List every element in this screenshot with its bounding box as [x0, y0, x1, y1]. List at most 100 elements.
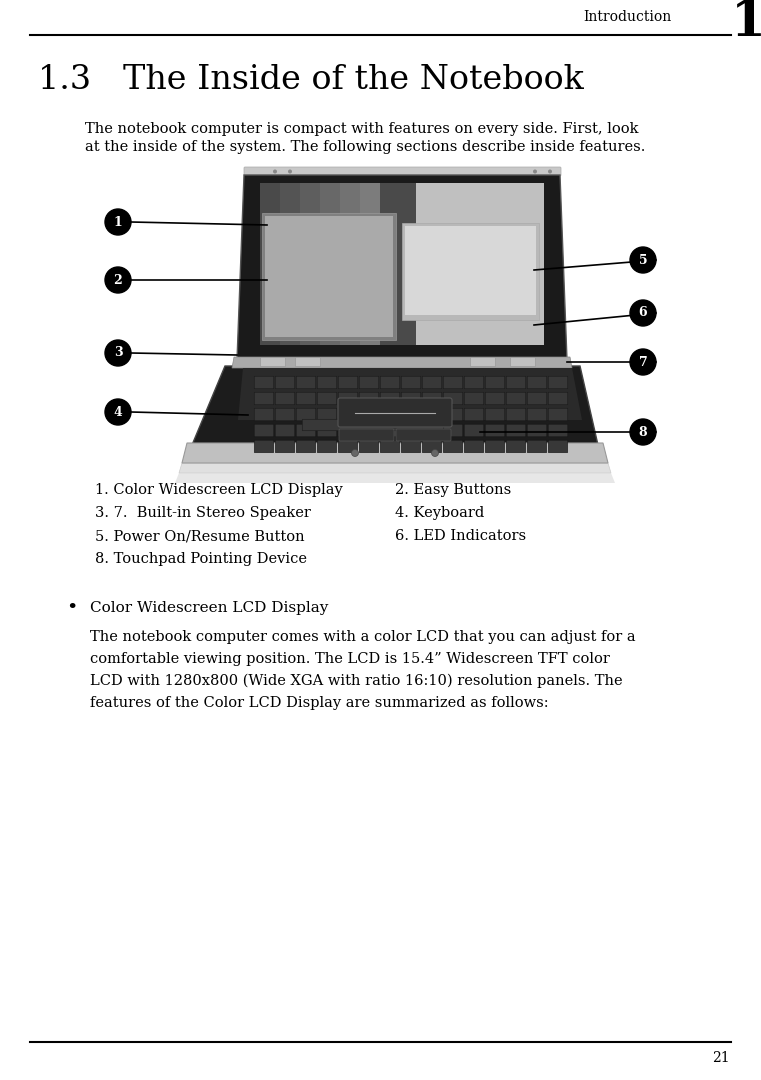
FancyBboxPatch shape — [254, 376, 274, 389]
Polygon shape — [192, 366, 598, 445]
FancyBboxPatch shape — [380, 408, 400, 421]
Text: LCD with 1280x800 (Wide XGA with ratio 16:10) resolution panels. The: LCD with 1280x800 (Wide XGA with ratio 1… — [90, 674, 622, 688]
FancyBboxPatch shape — [244, 167, 561, 176]
Text: 5. Power On/Resume Button: 5. Power On/Resume Button — [95, 529, 304, 543]
FancyBboxPatch shape — [296, 424, 316, 436]
Polygon shape — [232, 357, 572, 368]
FancyBboxPatch shape — [317, 408, 337, 421]
FancyBboxPatch shape — [548, 376, 568, 389]
FancyBboxPatch shape — [317, 392, 337, 405]
FancyBboxPatch shape — [443, 441, 463, 453]
FancyBboxPatch shape — [401, 408, 421, 421]
Polygon shape — [295, 357, 320, 366]
Circle shape — [105, 210, 131, 235]
FancyBboxPatch shape — [380, 392, 400, 405]
FancyBboxPatch shape — [422, 424, 442, 436]
Text: features of the Color LCD Display are summarized as follows:: features of the Color LCD Display are su… — [90, 696, 549, 710]
Text: 21: 21 — [712, 1051, 730, 1065]
Text: comfortable viewing position. The LCD is 15.4” Widescreen TFT color: comfortable viewing position. The LCD is… — [90, 652, 610, 666]
Text: The notebook computer is compact with features on every side. First, look: The notebook computer is compact with fe… — [85, 122, 638, 136]
Text: The notebook computer comes with a color LCD that you can adjust for a: The notebook computer comes with a color… — [90, 630, 635, 644]
Polygon shape — [402, 222, 539, 320]
FancyBboxPatch shape — [486, 408, 505, 421]
FancyBboxPatch shape — [396, 429, 451, 441]
FancyBboxPatch shape — [422, 392, 442, 405]
FancyBboxPatch shape — [548, 392, 568, 405]
FancyBboxPatch shape — [338, 376, 358, 389]
FancyBboxPatch shape — [338, 408, 358, 421]
Polygon shape — [510, 357, 535, 366]
Text: 1: 1 — [113, 216, 123, 229]
FancyBboxPatch shape — [548, 424, 568, 436]
Polygon shape — [179, 463, 611, 473]
FancyBboxPatch shape — [443, 408, 463, 421]
FancyBboxPatch shape — [317, 376, 337, 389]
FancyBboxPatch shape — [486, 392, 505, 405]
FancyBboxPatch shape — [254, 392, 274, 405]
Polygon shape — [260, 357, 285, 366]
Text: 8. Touchpad Pointing Device: 8. Touchpad Pointing Device — [95, 552, 307, 566]
FancyBboxPatch shape — [527, 424, 547, 436]
Text: 8: 8 — [638, 426, 648, 438]
Circle shape — [630, 349, 656, 375]
FancyBboxPatch shape — [443, 376, 463, 389]
FancyBboxPatch shape — [443, 424, 463, 436]
Text: 3: 3 — [113, 347, 123, 360]
FancyBboxPatch shape — [296, 441, 316, 453]
Text: Color Widescreen LCD Display: Color Widescreen LCD Display — [90, 600, 329, 615]
FancyBboxPatch shape — [422, 376, 442, 389]
Circle shape — [288, 170, 292, 174]
FancyBboxPatch shape — [506, 392, 526, 405]
FancyBboxPatch shape — [254, 441, 274, 453]
FancyBboxPatch shape — [275, 376, 295, 389]
Polygon shape — [182, 443, 608, 463]
Polygon shape — [360, 183, 380, 345]
Text: 3. 7.  Built-in Stereo Speaker: 3. 7. Built-in Stereo Speaker — [95, 507, 311, 519]
Polygon shape — [237, 175, 567, 360]
FancyBboxPatch shape — [443, 392, 463, 405]
FancyBboxPatch shape — [359, 424, 379, 436]
FancyBboxPatch shape — [380, 376, 400, 389]
FancyBboxPatch shape — [506, 408, 526, 421]
FancyBboxPatch shape — [401, 424, 421, 436]
Circle shape — [548, 170, 552, 174]
Text: •: • — [66, 599, 78, 617]
Text: 1.3   The Inside of the Notebook: 1.3 The Inside of the Notebook — [38, 64, 584, 96]
Text: 4: 4 — [113, 405, 123, 418]
FancyBboxPatch shape — [275, 424, 295, 436]
FancyBboxPatch shape — [317, 424, 337, 436]
FancyBboxPatch shape — [359, 392, 379, 405]
Polygon shape — [238, 368, 582, 420]
FancyBboxPatch shape — [422, 408, 442, 421]
FancyBboxPatch shape — [254, 408, 274, 421]
FancyBboxPatch shape — [486, 424, 505, 436]
Polygon shape — [260, 183, 416, 345]
Polygon shape — [262, 213, 396, 340]
FancyBboxPatch shape — [527, 441, 547, 453]
Polygon shape — [470, 357, 495, 366]
FancyBboxPatch shape — [401, 441, 421, 453]
FancyBboxPatch shape — [338, 441, 358, 453]
Polygon shape — [260, 183, 280, 345]
FancyBboxPatch shape — [296, 376, 316, 389]
Circle shape — [630, 300, 656, 326]
FancyBboxPatch shape — [380, 441, 400, 453]
FancyBboxPatch shape — [296, 408, 316, 421]
FancyBboxPatch shape — [464, 441, 484, 453]
FancyBboxPatch shape — [338, 399, 452, 427]
FancyBboxPatch shape — [506, 441, 526, 453]
FancyBboxPatch shape — [338, 424, 358, 436]
Polygon shape — [320, 183, 340, 345]
Polygon shape — [265, 216, 393, 337]
Polygon shape — [340, 183, 360, 345]
Polygon shape — [416, 183, 544, 345]
Circle shape — [352, 449, 358, 457]
Circle shape — [273, 170, 277, 174]
FancyBboxPatch shape — [401, 392, 421, 405]
Circle shape — [105, 399, 131, 426]
FancyBboxPatch shape — [506, 424, 526, 436]
Text: 1. Color Widescreen LCD Display: 1. Color Widescreen LCD Display — [95, 483, 342, 497]
Circle shape — [630, 419, 656, 445]
FancyBboxPatch shape — [275, 441, 295, 453]
FancyBboxPatch shape — [254, 424, 274, 436]
